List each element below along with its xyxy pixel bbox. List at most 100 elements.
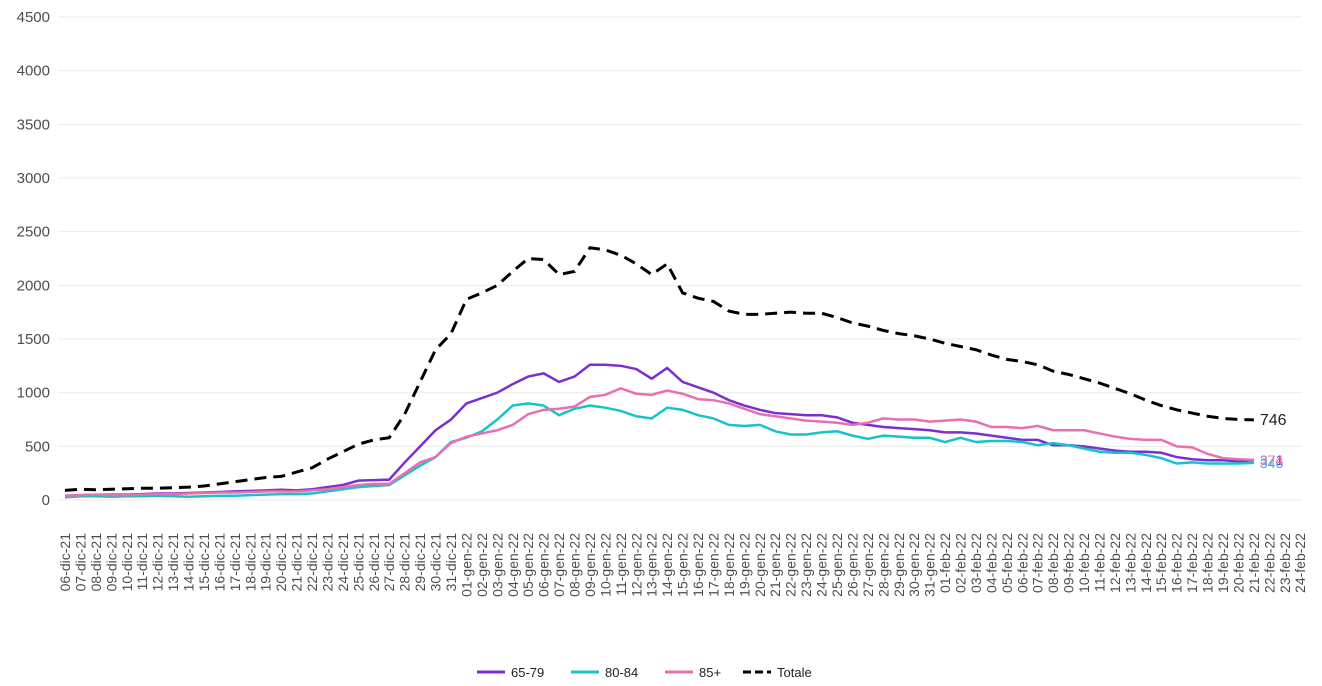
x-tick-label: 14-gen-22 <box>659 533 675 597</box>
x-tick-label: 29-dic-21 <box>412 533 428 592</box>
x-tick-label: 08-feb-22 <box>1045 533 1061 593</box>
x-tick-label: 26-gen-22 <box>844 533 860 597</box>
x-tick-label: 09-feb-22 <box>1061 533 1077 593</box>
y-tick-label: 0 <box>42 492 50 509</box>
x-tick-label: 23-gen-22 <box>798 533 814 597</box>
x-tick-label: 21-dic-21 <box>289 533 305 592</box>
x-tick-label: 23-dic-21 <box>319 533 335 592</box>
x-tick-label: 27-gen-22 <box>860 533 876 597</box>
x-tick-label: 22-dic-21 <box>304 533 320 592</box>
x-tick-label: 08-dic-21 <box>88 533 104 592</box>
end-value-label: 346 <box>1260 455 1284 471</box>
x-tick-label: 02-feb-22 <box>953 533 969 593</box>
x-tick-label: 16-dic-21 <box>211 533 227 592</box>
x-tick-label: 28-gen-22 <box>875 533 891 597</box>
x-tick-label: 25-dic-21 <box>350 533 366 592</box>
end-value-label: 374 <box>1260 452 1284 468</box>
x-tick-label: 04-feb-22 <box>983 533 999 593</box>
x-tick-label: 03-feb-22 <box>968 533 984 593</box>
x-tick-label: 19-dic-21 <box>258 533 274 592</box>
x-tick-label: 26-dic-21 <box>366 533 382 592</box>
x-tick-label: 09-dic-21 <box>103 533 119 592</box>
x-tick-label: 28-dic-21 <box>397 533 413 592</box>
x-tick-label: 15-dic-21 <box>196 533 212 592</box>
x-tick-label: 03-gen-22 <box>489 533 505 597</box>
x-tick-label: 18-gen-22 <box>721 533 737 597</box>
x-tick-label: 27-dic-21 <box>381 533 397 592</box>
x-tick-label: 10-feb-22 <box>1076 533 1092 593</box>
x-tick-label: 29-gen-22 <box>891 533 907 597</box>
y-tick-label: 500 <box>25 438 50 455</box>
x-tick-label: 30-dic-21 <box>428 533 444 592</box>
y-tick-label: 4000 <box>17 63 50 80</box>
x-tick-label: 01-feb-22 <box>937 533 953 593</box>
x-tick-label: 13-dic-21 <box>165 533 181 592</box>
x-tick-label: 14-dic-21 <box>181 533 197 592</box>
x-tick-label: 13-feb-22 <box>1122 533 1138 593</box>
x-tick-label: 08-gen-22 <box>567 533 583 597</box>
x-tick-label: 12-dic-21 <box>150 533 166 592</box>
legend-label: 80-84 <box>605 665 638 680</box>
x-tick-label: 10-gen-22 <box>597 533 613 597</box>
x-tick-label: 13-gen-22 <box>644 533 660 597</box>
y-tick-label: 3000 <box>17 170 50 187</box>
x-tick-label: 14-feb-22 <box>1138 533 1154 593</box>
x-tick-label: 30-gen-22 <box>906 533 922 597</box>
x-tick-label: 16-gen-22 <box>690 533 706 597</box>
x-tick-label: 22-gen-22 <box>783 533 799 597</box>
x-tick-label: 20-dic-21 <box>273 533 289 592</box>
x-tick-label: 12-feb-22 <box>1107 533 1123 593</box>
x-tick-label: 18-dic-21 <box>242 533 258 592</box>
x-tick-label: 17-gen-22 <box>705 533 721 597</box>
legend-label: 65-79 <box>511 665 544 680</box>
x-tick-label: 07-feb-22 <box>1030 533 1046 593</box>
x-tick-label: 31-dic-21 <box>443 533 459 592</box>
x-tick-label: 15-gen-22 <box>675 533 691 597</box>
series-line <box>64 402 1254 499</box>
legend-label: 85+ <box>699 665 721 680</box>
end-value-label: 746 <box>1260 412 1287 429</box>
x-tick-label: 05-feb-22 <box>999 533 1015 593</box>
x-tick-label: 15-feb-22 <box>1153 533 1169 593</box>
x-tick-label: 19-feb-22 <box>1215 533 1231 593</box>
series-line <box>64 387 1254 497</box>
x-tick-label: 12-gen-22 <box>628 533 644 597</box>
x-tick-label: 07-gen-22 <box>551 533 567 597</box>
x-tick-label: 11-gen-22 <box>613 533 629 596</box>
y-tick-label: 2500 <box>17 224 50 241</box>
x-tick-label: 04-gen-22 <box>505 533 521 597</box>
x-tick-label: 18-feb-22 <box>1200 533 1216 593</box>
y-tick-label: 1500 <box>17 331 50 348</box>
x-tick-label: 02-gen-22 <box>474 533 490 597</box>
x-tick-label: 24-gen-22 <box>814 533 830 597</box>
legend-label: Totale <box>777 665 812 680</box>
x-tick-label: 24-dic-21 <box>335 533 351 592</box>
series-line <box>64 246 1254 492</box>
x-tick-label: 10-dic-21 <box>119 533 135 592</box>
x-tick-label: 23-feb-22 <box>1277 533 1293 593</box>
x-tick-label: 06-gen-22 <box>536 533 552 597</box>
x-tick-label: 20-feb-22 <box>1230 533 1246 593</box>
x-tick-label: 17-feb-22 <box>1184 533 1200 593</box>
y-tick-label: 4500 <box>17 9 50 26</box>
end-value-label: 371 <box>1260 452 1284 468</box>
x-tick-label: 21-gen-22 <box>767 533 783 597</box>
x-tick-label: 01-gen-22 <box>458 533 474 597</box>
x-tick-label: 09-gen-22 <box>582 533 598 597</box>
x-tick-label: 06-dic-21 <box>57 533 73 592</box>
x-tick-label: 20-gen-22 <box>752 533 768 597</box>
x-tick-label: 17-dic-21 <box>227 533 243 592</box>
x-tick-label: 11-dic-21 <box>134 533 150 591</box>
x-tick-label: 05-gen-22 <box>520 533 536 597</box>
y-tick-label: 3500 <box>17 116 50 133</box>
x-tick-label: 22-feb-22 <box>1261 533 1277 593</box>
y-tick-label: 1000 <box>17 385 50 402</box>
x-tick-label: 07-dic-21 <box>72 533 88 592</box>
legend: 65-79 80-84 85+ Totale <box>477 665 812 680</box>
y-tick-label: 2000 <box>17 277 50 294</box>
x-tick-label: 11-feb-22 <box>1091 533 1107 592</box>
x-tick-label: 19-gen-22 <box>736 533 752 597</box>
x-tick-label: 25-gen-22 <box>829 533 845 597</box>
